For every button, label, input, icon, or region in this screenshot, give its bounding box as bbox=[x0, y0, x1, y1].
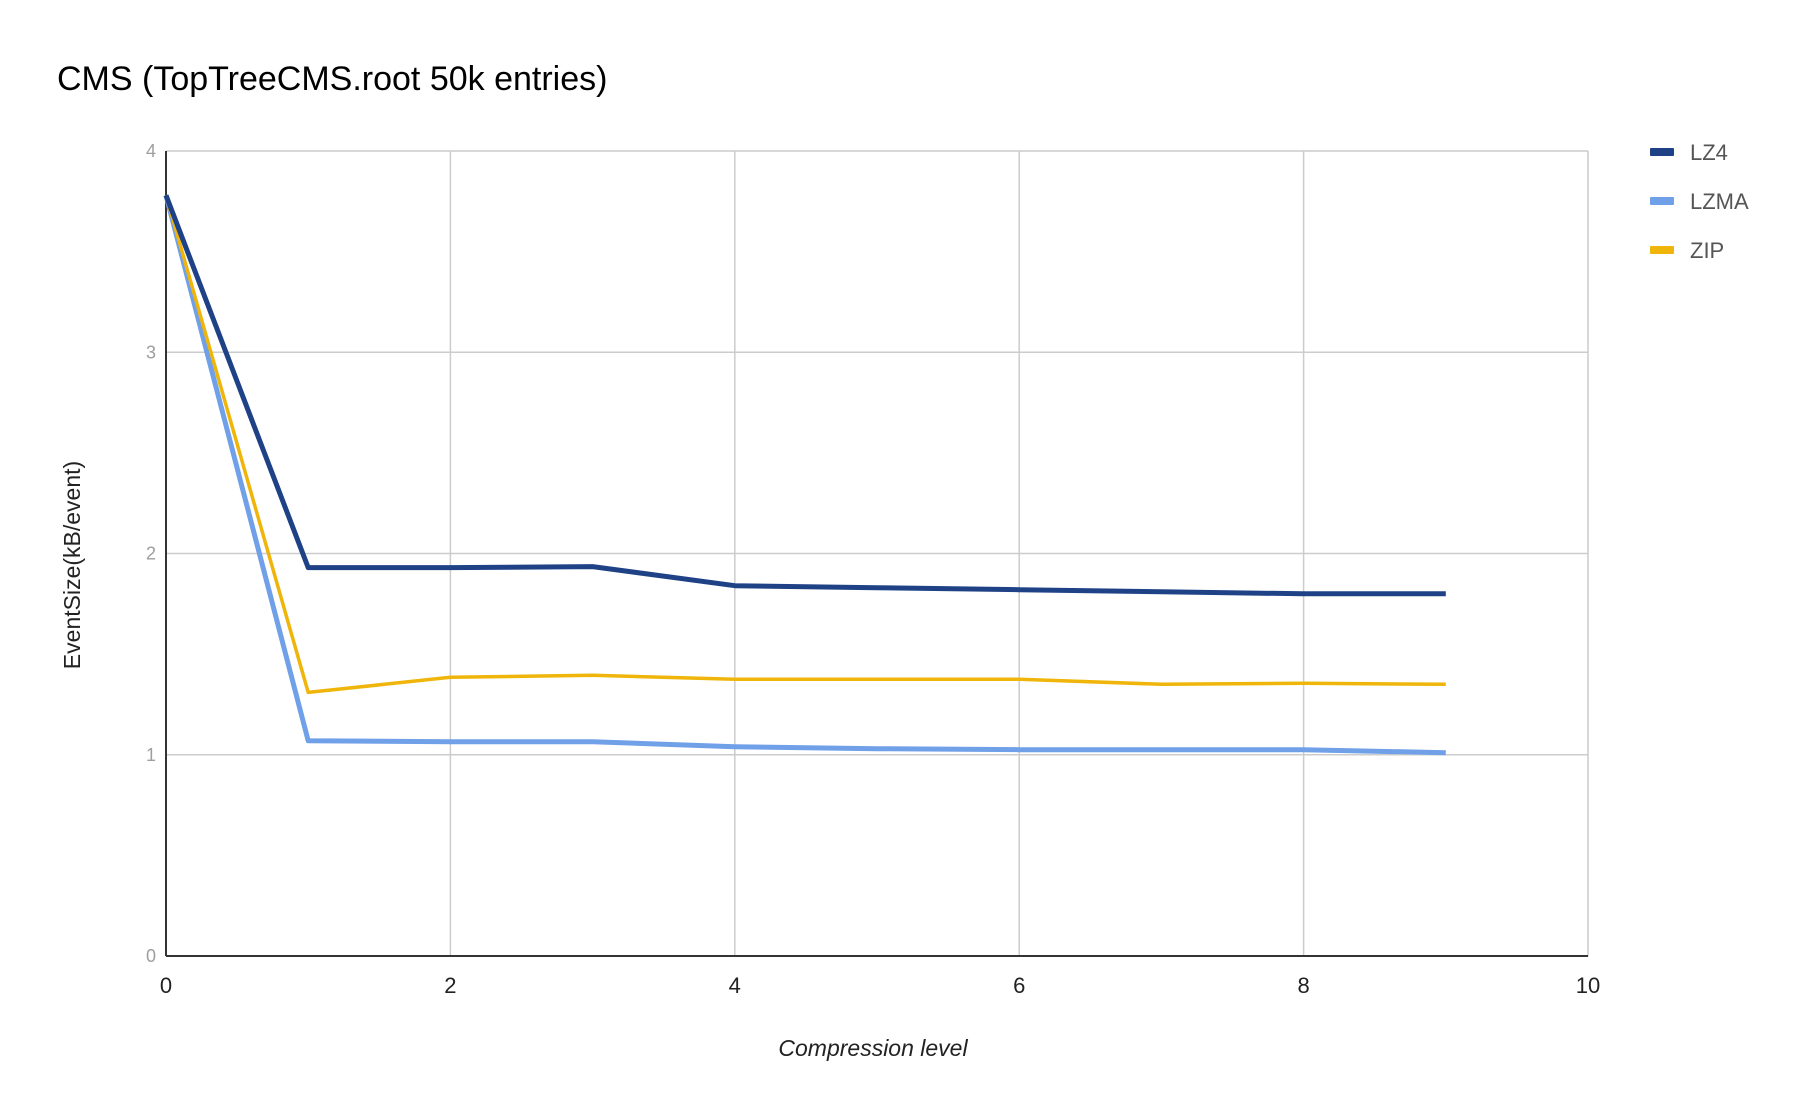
legend-swatch bbox=[1650, 148, 1674, 156]
y-tick-label: 1 bbox=[146, 745, 156, 765]
chart-title: CMS (TopTreeCMS.root 50k entries) bbox=[57, 60, 607, 98]
legend-swatch bbox=[1650, 246, 1674, 254]
y-tick-label: 0 bbox=[146, 946, 156, 966]
axes bbox=[165, 151, 1588, 957]
x-tick-label: 6 bbox=[1013, 973, 1025, 998]
legend-label: ZIP bbox=[1690, 238, 1724, 263]
legend-swatch bbox=[1650, 197, 1674, 205]
x-tick-label: 10 bbox=[1576, 973, 1600, 998]
legend-item-zip: ZIP bbox=[1650, 238, 1724, 263]
x-axis-ticks: 0 2 4 6 8 10 bbox=[160, 973, 1600, 998]
y-tick-label: 4 bbox=[146, 141, 156, 161]
x-tick-label: 2 bbox=[444, 973, 456, 998]
x-tick-label: 0 bbox=[160, 973, 172, 998]
y-tick-label: 3 bbox=[146, 342, 156, 362]
series-lines bbox=[163, 194, 1446, 756]
legend-label: LZMA bbox=[1690, 189, 1749, 214]
x-tick-label: 4 bbox=[729, 973, 741, 998]
x-tick-label: 8 bbox=[1297, 973, 1309, 998]
y-axis-label: EventSize(kB/event) bbox=[59, 461, 85, 669]
legend-item-lzma: LZMA bbox=[1650, 189, 1749, 214]
x-axis-label: Compression level bbox=[778, 1035, 968, 1061]
y-tick-label: 2 bbox=[146, 544, 156, 564]
legend-label: LZ4 bbox=[1690, 140, 1728, 165]
series-line-zip bbox=[164, 194, 1446, 695]
series-line-lz4 bbox=[163, 194, 1446, 597]
series-line-lzma bbox=[163, 194, 1446, 756]
gridlines bbox=[166, 150, 1589, 956]
legend: LZ4 LZMA ZIP bbox=[1650, 140, 1749, 263]
y-axis-ticks: 0 1 2 3 4 bbox=[146, 141, 156, 966]
legend-item-lz4: LZ4 bbox=[1650, 140, 1728, 165]
